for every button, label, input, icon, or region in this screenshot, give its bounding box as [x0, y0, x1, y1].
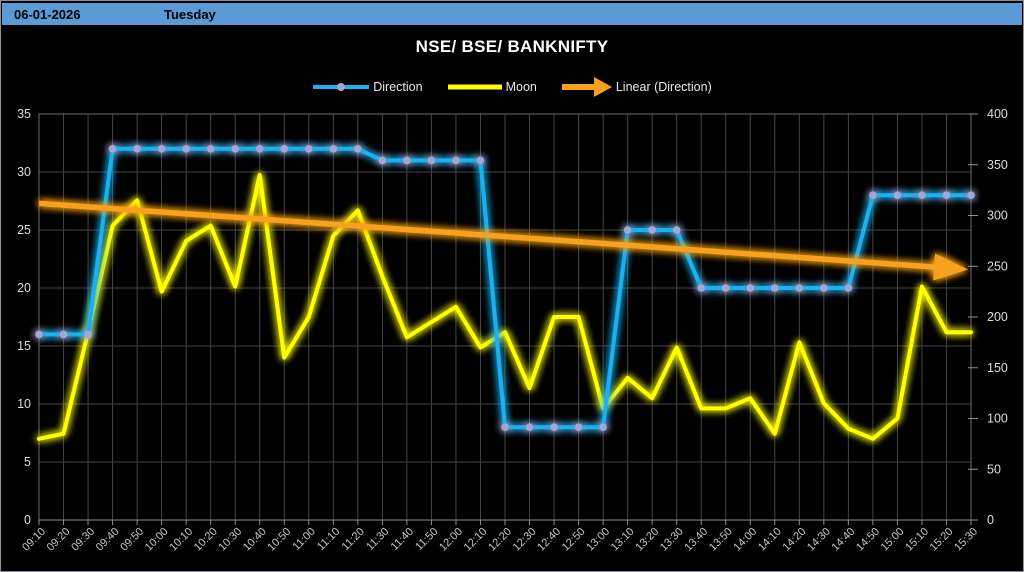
direction-series[interactable]	[35, 145, 975, 432]
svg-text:09:30: 09:30	[69, 526, 97, 554]
svg-text:11:10: 11:10	[315, 526, 342, 553]
header-date-cell[interactable]: 06-01-2026	[14, 6, 81, 22]
legend-label-moon: Moon	[505, 80, 537, 94]
svg-text:12:50: 12:50	[560, 526, 588, 554]
svg-text:0: 0	[24, 513, 31, 527]
svg-text:250: 250	[987, 259, 1008, 273]
right-axis-labels: 0 50 100 150 200 250 300 350 400	[987, 107, 1008, 527]
legend-label-linear: Linear (Direction)	[615, 80, 712, 94]
svg-text:14:20: 14:20	[780, 526, 808, 554]
svg-text:50: 50	[987, 462, 1001, 476]
header-bar: 06-01-2026 Tuesday	[2, 3, 1022, 26]
svg-text:0: 0	[987, 513, 994, 527]
svg-text:10:30: 10:30	[216, 526, 244, 554]
svg-text:14:10: 14:10	[756, 526, 784, 554]
svg-text:35: 35	[17, 107, 31, 121]
svg-text:15:30: 15:30	[952, 526, 980, 554]
linear-legend-arrow-icon	[561, 77, 612, 97]
direction-legend-line-icon	[313, 83, 370, 91]
svg-text:13:40: 13:40	[682, 526, 710, 554]
linear-trendline[interactable]	[38, 200, 968, 281]
svg-text:11:50: 11:50	[413, 526, 440, 553]
trendline-arrowhead-icon	[933, 253, 968, 281]
svg-text:5: 5	[24, 455, 31, 469]
svg-text:20: 20	[17, 281, 31, 295]
svg-text:15:20: 15:20	[928, 526, 956, 554]
svg-text:10:00: 10:00	[143, 526, 171, 554]
svg-text:12:10: 12:10	[462, 526, 490, 554]
svg-text:30: 30	[17, 165, 31, 179]
svg-text:14:00: 14:00	[731, 526, 759, 554]
legend-item-direction[interactable]: Direction	[312, 80, 423, 94]
axis-ticks	[38, 113, 978, 525]
svg-text:10:20: 10:20	[192, 526, 220, 554]
left-axis-labels: 0 5 10 15 20 25 30 35	[17, 107, 31, 527]
svg-text:13:30: 13:30	[658, 526, 686, 554]
svg-text:14:30: 14:30	[805, 526, 833, 554]
gridlines	[38, 113, 972, 521]
x-axis-labels: 09:1009:2009:3009:4009:5010:0010:1010:20…	[20, 526, 980, 554]
svg-text:15:00: 15:00	[879, 526, 907, 554]
svg-text:12:20: 12:20	[486, 526, 514, 554]
direction-markers	[35, 145, 975, 432]
trendline-line[interactable]	[38, 200, 939, 271]
svg-text:09:20: 09:20	[45, 526, 73, 554]
svg-text:15:10: 15:10	[903, 526, 931, 554]
svg-text:10:50: 10:50	[265, 526, 293, 554]
svg-text:11:30: 11:30	[364, 526, 391, 553]
svg-text:150: 150	[987, 361, 1008, 375]
svg-text:25: 25	[17, 223, 31, 237]
svg-text:12:40: 12:40	[535, 526, 563, 554]
svg-text:12:30: 12:30	[511, 526, 539, 554]
header-day-cell[interactable]: Tuesday	[164, 6, 216, 22]
svg-text:10: 10	[17, 397, 31, 411]
svg-text:13:50: 13:50	[707, 526, 735, 554]
svg-text:11:00: 11:00	[291, 526, 318, 553]
svg-text:13:20: 13:20	[633, 526, 661, 554]
legend-item-moon[interactable]: Moon	[447, 80, 537, 94]
legend-label-direction: Direction	[373, 80, 423, 94]
moon-series[interactable]	[37, 172, 973, 441]
svg-text:09:10: 09:10	[20, 526, 48, 554]
svg-text:200: 200	[987, 310, 1008, 324]
svg-text:14:50: 14:50	[854, 526, 882, 554]
svg-text:13:10: 13:10	[609, 526, 637, 554]
svg-text:13:00: 13:00	[584, 526, 612, 554]
svg-text:400: 400	[987, 107, 1008, 121]
svg-text:10:10: 10:10	[167, 526, 195, 554]
svg-text:350: 350	[987, 158, 1008, 172]
svg-text:11:20: 11:20	[340, 526, 367, 553]
svg-text:15: 15	[17, 339, 31, 353]
svg-text:300: 300	[987, 209, 1008, 223]
svg-text:10:40: 10:40	[241, 526, 269, 554]
svg-text:11:40: 11:40	[389, 526, 416, 553]
svg-text:09:50: 09:50	[118, 526, 146, 554]
moon-legend-line-icon	[447, 84, 502, 90]
svg-text:12:00: 12:00	[437, 526, 465, 554]
chart-legend: Direction Moon Linear (Direction)	[1, 75, 1023, 99]
chart-title: NSE/ BSE/ BANKNIFTY	[415, 37, 609, 56]
moon-series-line[interactable]	[37, 172, 973, 441]
svg-text:09:40: 09:40	[94, 526, 122, 554]
svg-text:14:40: 14:40	[830, 526, 858, 554]
legend-item-linear[interactable]: Linear (Direction)	[561, 75, 712, 99]
svg-text:100: 100	[987, 412, 1008, 426]
